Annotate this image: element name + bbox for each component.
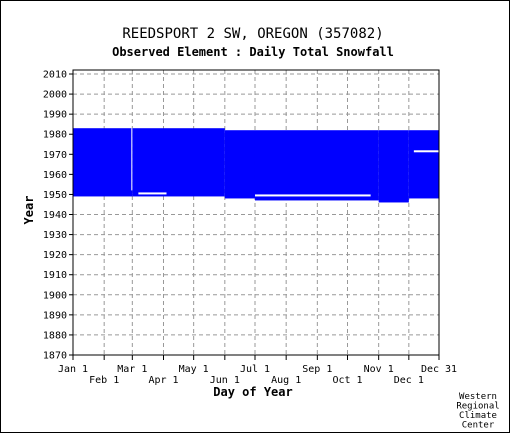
y-axis-label: Year [22,196,36,225]
credit-line: Western [459,392,497,402]
y-tick-label: 1900 [43,290,67,301]
credit-line: Regional [456,402,499,412]
x-axis-label: Day of Year [213,385,292,399]
data-segment [73,128,133,197]
data-segment [224,130,255,199]
y-tick-label: 1890 [43,310,67,321]
x-tick-label: Sep 1 [302,364,332,375]
x-tick-label: Jun 1 [210,375,240,386]
data-gap [138,192,167,195]
credit-line: Climate [459,411,497,421]
plot-area-border [72,69,440,356]
y-tick-label: 1970 [43,150,67,161]
y-tick-label: 1940 [43,210,67,221]
x-tick-label: Apr 1 [148,375,178,386]
y-tick-label: 1990 [43,110,67,121]
y-tick-label: 1870 [43,351,67,362]
x-tick-label: May 1 [179,364,209,375]
data-segment [254,130,379,201]
data-segment [378,130,409,203]
x-tick-label: Jul 1 [240,364,270,375]
x-tick-label: Feb 1 [89,375,119,386]
y-tick-label: 1960 [43,170,67,181]
data-gap [131,128,133,191]
x-tick-label: Dec 1 [394,375,424,386]
x-tick-label: Nov 1 [364,364,394,375]
x-tick-label: Aug 1 [271,375,301,386]
y-tick-label: 1950 [43,190,67,201]
grid [73,70,439,356]
y-tick-label: 1980 [43,130,67,141]
data-gap [254,194,371,197]
y-tick-label: 2010 [43,70,67,81]
y-tick-label: 1880 [43,330,67,341]
data-gap [413,150,439,153]
y-tick-label: 1930 [43,230,67,241]
chart-subtitle: Observed Element : Daily Total Snowfall [112,45,394,59]
y-tick-label: 1910 [43,270,67,281]
x-tick-label: Oct 1 [332,375,362,386]
chart-title: REEDSPORT 2 SW, OREGON (357082) [122,26,383,42]
axis-ticks: 1870 1880 1890 1900 1910 1920 1930 1940 1950 1960… [43,70,457,386]
x-tick-label: Dec 31 [421,364,457,375]
x-tick-label: Jan 1 [58,364,88,375]
credit-line: Center [462,421,495,431]
y-tick-label: 1920 [43,250,67,261]
data-segment [132,128,225,197]
y-tick-label: 2000 [43,90,67,101]
data-area [73,128,439,203]
x-tick-label: Mar 1 [117,364,147,375]
data-segment [408,130,439,199]
